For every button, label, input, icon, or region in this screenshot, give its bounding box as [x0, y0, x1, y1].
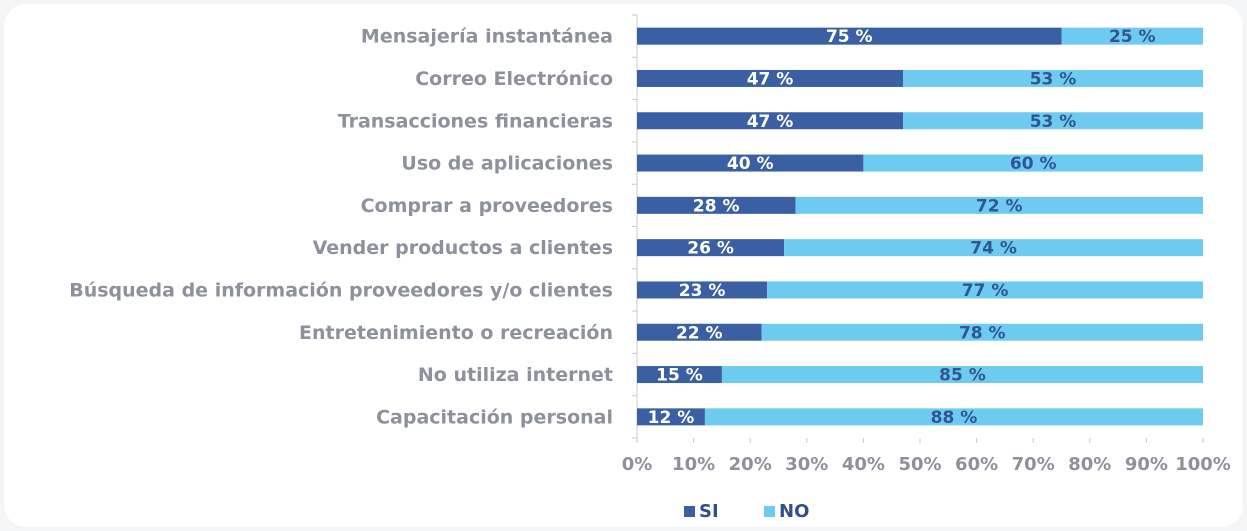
category-label: Transacciones financieras — [338, 110, 613, 132]
value-label: 77 % — [962, 281, 1009, 301]
x-tick-label: 10% — [672, 454, 715, 475]
panel — [4, 4, 1243, 527]
x-tick-label: 90% — [1125, 454, 1168, 475]
bar-segment — [637, 408, 705, 426]
bar-segment — [637, 27, 1062, 45]
bar-segment — [637, 239, 785, 257]
value-label: 72 % — [976, 196, 1023, 216]
bar-segment — [761, 323, 1203, 341]
value-label: 74 % — [970, 239, 1017, 259]
value-label: 88 % — [931, 408, 978, 428]
bar-segment — [1061, 27, 1203, 45]
bar-segment — [721, 366, 1203, 384]
value-label: 28 % — [693, 196, 740, 216]
value-label: 25 % — [1109, 27, 1156, 47]
bar-segment — [767, 281, 1203, 299]
category-label: Comprar a proveedores — [361, 195, 613, 217]
legend-swatch — [764, 506, 775, 517]
x-tick-label: 0% — [622, 454, 653, 475]
legend-label: NO — [779, 501, 809, 522]
x-tick-label: 60% — [955, 454, 998, 475]
category-label: Capacitación personal — [376, 406, 613, 428]
bar-segment — [784, 239, 1203, 257]
category-label: No utiliza internet — [418, 364, 613, 386]
value-label: 23 % — [679, 281, 726, 301]
bar-segment — [795, 196, 1203, 214]
bar-segment — [704, 408, 1203, 426]
category-label: Entretenimiento o recreación — [299, 322, 613, 344]
x-tick-label: 30% — [785, 454, 828, 475]
category-label: Uso de aplicaciones — [401, 153, 613, 175]
bar-segment — [903, 69, 1203, 87]
legend-label: SI — [699, 501, 719, 522]
bar-segment — [903, 112, 1203, 130]
bar-segment — [637, 154, 864, 172]
value-label: 15 % — [656, 366, 703, 386]
value-label: 53 % — [1030, 112, 1077, 132]
value-label: 12 % — [648, 408, 695, 428]
category-label: Vender productos a clientes — [313, 237, 613, 259]
legend-swatch — [684, 506, 695, 517]
value-label: 53 % — [1030, 69, 1077, 89]
bar-segment — [637, 323, 762, 341]
bar-segment — [637, 69, 904, 87]
x-tick-label: 40% — [842, 454, 885, 475]
value-label: 47 % — [747, 112, 794, 132]
bar-segment — [637, 196, 796, 214]
bar-segment — [863, 154, 1203, 172]
value-label: 47 % — [747, 69, 794, 89]
value-label: 40 % — [727, 154, 774, 174]
category-label: Búsqueda de información proveedores y/o … — [69, 279, 613, 301]
bar-segment — [637, 112, 904, 130]
value-label: 22 % — [676, 323, 723, 343]
x-tick-label: 20% — [729, 454, 772, 475]
bar-segment — [637, 281, 768, 299]
value-label: 78 % — [959, 323, 1006, 343]
x-tick-label: 70% — [1012, 454, 1055, 475]
x-tick-label: 50% — [898, 454, 941, 475]
value-label: 85 % — [939, 366, 986, 386]
value-label: 26 % — [687, 239, 734, 259]
category-label: Correo Electrónico — [415, 68, 613, 90]
x-tick-label: 80% — [1068, 454, 1111, 475]
value-label: 75 % — [826, 27, 873, 47]
x-tick-label: 100% — [1175, 454, 1231, 475]
category-label: Mensajería instantánea — [361, 26, 613, 48]
value-label: 60 % — [1010, 154, 1057, 174]
bar-segment — [637, 366, 722, 384]
